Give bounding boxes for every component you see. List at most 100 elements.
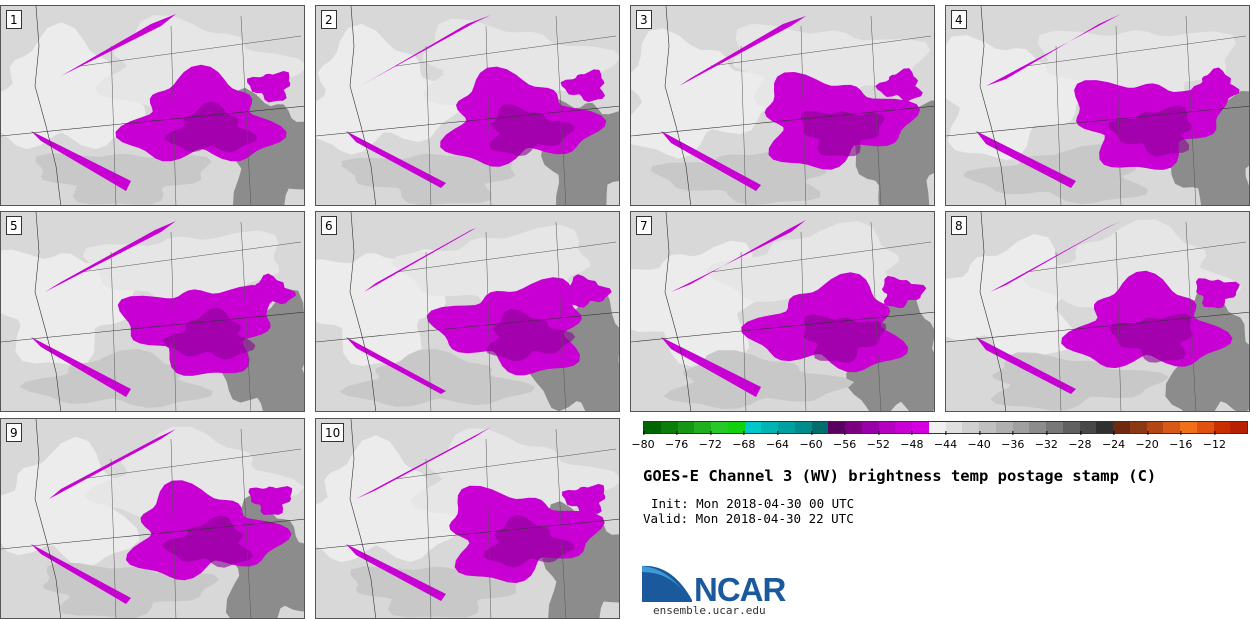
panel-number: 1 [6, 10, 22, 29]
panel-number: 9 [6, 423, 22, 442]
moisture-band [679, 16, 806, 86]
moisture-patch [247, 273, 296, 307]
water-vapor-map [1, 419, 304, 618]
moisture-band [31, 544, 131, 604]
border-line [316, 311, 619, 343]
colorbar [643, 421, 1248, 434]
figure-title: GOES-E Channel 3 (WV) brightness temp po… [643, 467, 1157, 485]
gray-region [1, 436, 140, 568]
colorbar-swatch [811, 422, 829, 433]
border-line [946, 311, 1249, 343]
coastline [979, 212, 1007, 411]
init-time: Init: Mon 2018-04-30 00 UTC [651, 496, 855, 511]
colorbar-swatch [794, 422, 812, 433]
moisture-band [49, 429, 176, 499]
panel-number: 6 [321, 216, 337, 235]
gray-region [339, 348, 536, 407]
moisture-band [976, 337, 1076, 394]
moisture-patch [1195, 278, 1240, 309]
map-panel: 9 [0, 418, 305, 619]
moisture-core-dark [483, 515, 574, 568]
colorbar-tick-label: −36 [1001, 431, 1024, 451]
colorbar-tick-label: −48 [900, 431, 923, 451]
moisture-band [31, 131, 131, 191]
gray-region [19, 348, 214, 408]
panel-number: 7 [636, 216, 652, 235]
colorbar-swatch [895, 422, 912, 433]
colorbar-swatch [694, 422, 711, 433]
colorbar-swatch [912, 422, 929, 433]
moisture-core-dark [162, 515, 254, 568]
coastline [664, 212, 692, 411]
colorbar-swatch [1163, 422, 1180, 433]
colorbar-swatch [1029, 422, 1046, 433]
moisture-patch [247, 71, 291, 103]
colorbar-swatch [1079, 422, 1097, 433]
moisture-band [990, 221, 1121, 292]
water-vapor-map [1, 212, 304, 411]
gray-region [316, 435, 461, 563]
coastline [34, 419, 62, 618]
map-panel: 4 [945, 5, 1250, 206]
moisture-band [346, 131, 446, 188]
colorbar-swatch [1046, 422, 1063, 433]
coastline [664, 6, 692, 205]
colorbar-tick-label: −60 [799, 431, 823, 451]
panel-number: 5 [6, 216, 22, 235]
moisture-core-dark [164, 101, 258, 153]
water-vapor-map [631, 212, 934, 411]
coastline [349, 419, 377, 618]
border-line [631, 105, 934, 137]
panel-number: 10 [321, 423, 345, 442]
moisture-core-dark [1109, 313, 1193, 363]
coastline [979, 6, 1007, 205]
state-lines [1025, 15, 1247, 205]
border-line [1, 518, 304, 550]
gray-region [946, 234, 1076, 365]
moisture-patch [562, 483, 606, 516]
colorbar-swatch [644, 422, 661, 433]
colorbar-swatch [1146, 422, 1164, 433]
gray-region [213, 289, 304, 411]
colorbar-swatch [1213, 422, 1231, 433]
colorbar-swatch [1062, 422, 1080, 433]
water-vapor-map [1, 6, 304, 205]
map-panel: 2 [315, 5, 620, 206]
colorbar-tick-label: −40 [968, 431, 991, 451]
moisture-band [31, 337, 131, 397]
moisture-patch [565, 274, 612, 308]
map-panel: 5 [0, 211, 305, 412]
moisture-patch [875, 68, 923, 102]
moisture-patch [560, 69, 606, 103]
gray-region [990, 352, 1169, 411]
colorbar-swatch [1196, 422, 1214, 433]
colorbar-swatch [778, 422, 795, 433]
colorbar-swatch [928, 422, 946, 433]
colorbar-swatch [1113, 422, 1130, 433]
moisture-band [41, 14, 176, 86]
coastline [34, 212, 62, 411]
colorbar-swatch [660, 422, 678, 433]
colorbar-tick-label: −32 [1035, 431, 1058, 451]
colorbar-swatch [761, 422, 778, 433]
moisture-band [661, 337, 761, 397]
moisture-core-dark [803, 314, 887, 363]
border-line [316, 518, 619, 550]
colorbar-swatch [945, 422, 963, 433]
colorbar-tick-label: −44 [934, 431, 957, 451]
moisture-patch [248, 486, 293, 515]
coastline [34, 6, 62, 205]
colorbar-tick-label: −16 [1169, 431, 1192, 451]
colorbar-swatch [979, 422, 996, 433]
water-vapor-map [316, 6, 619, 205]
ncar-logo-icon [642, 565, 692, 602]
gray-region [1022, 219, 1242, 313]
border-line [631, 311, 934, 343]
gray-region [631, 28, 781, 159]
colorbar-swatch [962, 422, 979, 433]
moisture-core-dark [485, 309, 576, 362]
state-lines [80, 15, 302, 205]
water-vapor-map [316, 419, 619, 618]
colorbar-tick-label: −68 [732, 431, 755, 451]
water-vapor-map [631, 6, 934, 205]
